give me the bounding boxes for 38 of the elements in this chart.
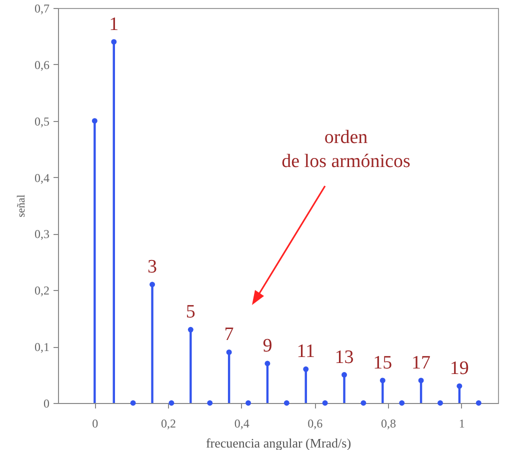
- y-axis-title: señal: [16, 194, 28, 218]
- annotation: 7: [224, 324, 234, 346]
- annotation: 15: [373, 352, 392, 374]
- point: [342, 372, 347, 378]
- point: [456, 383, 462, 389]
- annotation: 9: [262, 336, 272, 356]
- point: [380, 378, 386, 384]
- x-axis-title: frecuencia angular (Mrad/s): [206, 436, 352, 450]
- point: [226, 349, 232, 355]
- y-tick-label: 0,1: [34, 340, 50, 354]
- annotation: 13: [334, 346, 354, 368]
- y-tick-label: 0,5: [34, 114, 50, 128]
- point: [418, 378, 424, 384]
- annotation: 5: [186, 302, 196, 323]
- annotation: 1: [109, 14, 119, 35]
- point: [111, 39, 117, 45]
- point: [92, 118, 98, 124]
- x-tick-label: 0,6: [308, 416, 323, 430]
- y-tick-label: 0: [44, 396, 50, 410]
- annotation: 17: [412, 352, 431, 374]
- point: [150, 282, 156, 288]
- y-tick-label: 0,7: [34, 2, 50, 16]
- annotation: 19: [450, 358, 469, 380]
- x-tick-label: 0: [92, 416, 98, 430]
- x-tick-label: 1: [458, 416, 465, 430]
- x-tick-label: 0,4: [234, 416, 250, 430]
- y-tick-label: 0,2: [34, 284, 50, 298]
- point: [264, 360, 270, 366]
- point: [303, 366, 309, 372]
- y-tick-label: 0,4: [34, 170, 50, 185]
- point: [188, 326, 194, 332]
- x-tick-label: 0,2: [161, 416, 176, 430]
- x-tick-label: 0,8: [381, 416, 396, 430]
- y-tick-label: 0,6: [34, 58, 50, 72]
- annotation: orden de los armónicos: [282, 127, 410, 172]
- annotation: 11: [296, 341, 316, 362]
- y-tick-label: 0,3: [34, 227, 50, 242]
- annotation: 3: [148, 256, 158, 278]
